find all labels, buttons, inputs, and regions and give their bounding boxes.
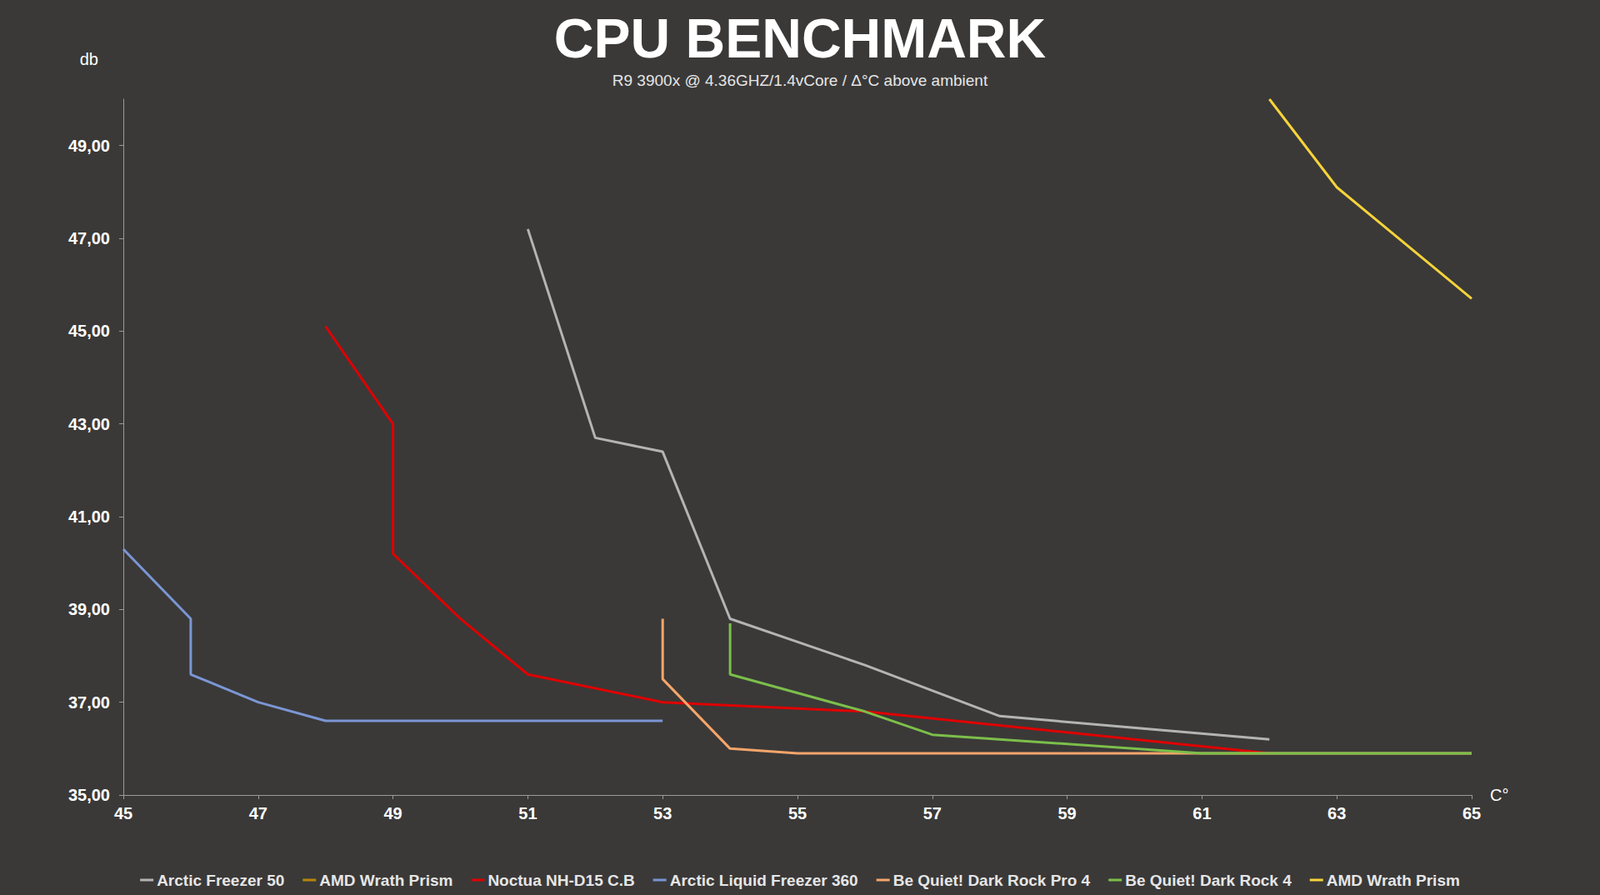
- svg-text:63: 63: [1327, 804, 1346, 823]
- svg-text:43,00: 43,00: [68, 415, 110, 434]
- svg-text:R9 3900x @ 4.36GHZ/1.4vCore /: R9 3900x @ 4.36GHZ/1.4vCore / Δ°C above …: [612, 71, 989, 90]
- svg-text:49,00: 49,00: [68, 136, 110, 155]
- svg-text:Be Quiet! Dark Rock 4: Be Quiet! Dark Rock 4: [1125, 871, 1292, 890]
- svg-text:AMD Wrath Prism: AMD Wrath Prism: [319, 871, 453, 890]
- svg-text:Noctua NH-D15 C.B: Noctua NH-D15 C.B: [487, 871, 635, 890]
- svg-text:47: 47: [249, 804, 268, 823]
- svg-text:53: 53: [653, 804, 672, 823]
- svg-text:49: 49: [383, 804, 402, 823]
- svg-text:Arctic Liquid Freezer 360: Arctic Liquid Freezer 360: [670, 871, 859, 890]
- svg-text:45: 45: [114, 804, 133, 823]
- svg-text:45,00: 45,00: [68, 321, 110, 340]
- svg-text:47,00: 47,00: [68, 229, 110, 248]
- svg-text:Arctic Freezer 50: Arctic Freezer 50: [156, 871, 285, 890]
- svg-text:65: 65: [1462, 804, 1481, 823]
- svg-text:59: 59: [1057, 804, 1076, 823]
- svg-text:CPU BENCHMARK: CPU BENCHMARK: [554, 7, 1047, 70]
- svg-text:35,00: 35,00: [68, 785, 110, 805]
- svg-text:41,00: 41,00: [68, 507, 110, 526]
- svg-text:37,00: 37,00: [68, 693, 110, 712]
- svg-text:39,00: 39,00: [68, 600, 110, 619]
- svg-text:db: db: [80, 50, 99, 69]
- svg-text:51: 51: [518, 804, 537, 823]
- svg-text:61: 61: [1192, 804, 1211, 823]
- svg-text:Be Quiet! Dark Rock Pro 4: Be Quiet! Dark Rock Pro 4: [893, 871, 1091, 890]
- svg-text:55: 55: [788, 804, 807, 823]
- svg-text:57: 57: [923, 804, 942, 823]
- svg-text:C°: C°: [1490, 785, 1509, 805]
- svg-text:AMD Wrath Prism: AMD Wrath Prism: [1326, 871, 1460, 890]
